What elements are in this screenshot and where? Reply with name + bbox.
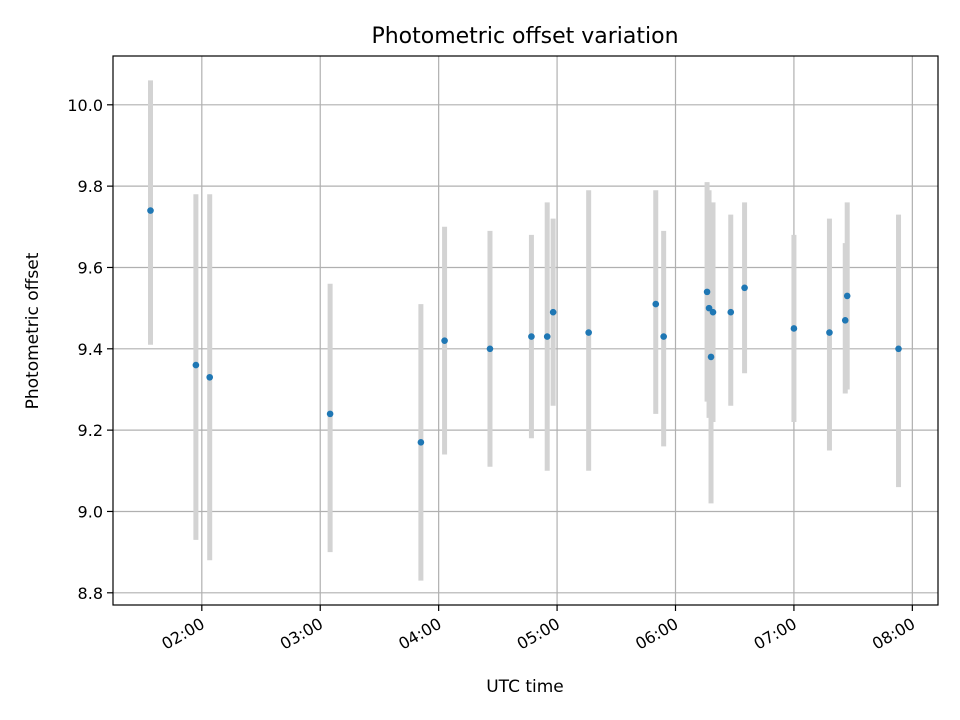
data-point [660, 333, 667, 340]
chart-title: Photometric offset variation [371, 24, 678, 49]
data-point [441, 337, 448, 344]
data-point [417, 439, 425, 446]
y-tick-label: 10.0 [67, 96, 103, 115]
y-tick-label: 9.2 [78, 421, 103, 440]
y-tick-label: 9.6 [78, 258, 103, 277]
y-tick-label: 8.8 [78, 584, 103, 603]
y-axis-ticks: 8.8 9.0 9.2 9.4 9.6 9.8 10.0 [67, 96, 113, 603]
data-point [549, 308, 557, 316]
x-axis-label: UTC time [486, 677, 564, 697]
data-points [147, 207, 902, 446]
data-point [652, 300, 660, 308]
data-point [709, 308, 717, 316]
data-point [895, 345, 902, 353]
data-point [843, 292, 851, 300]
data-point [147, 207, 154, 214]
data-point [705, 304, 713, 312]
data-point [727, 308, 735, 316]
y-tick-label: 9.8 [78, 177, 103, 196]
data-point [790, 325, 798, 332]
data-point [206, 373, 214, 381]
data-point [826, 329, 833, 336]
data-point [326, 410, 334, 418]
y-axis-label: Photometric offset [23, 252, 43, 409]
data-point [585, 329, 592, 336]
data-point [841, 317, 849, 324]
y-tick-label: 9.4 [78, 340, 103, 359]
y-tick-label: 9.0 [78, 502, 103, 521]
plot-frame [112, 55, 939, 606]
data-point [707, 353, 715, 361]
data-point [486, 345, 494, 353]
data-point [528, 333, 535, 340]
data-point [741, 284, 748, 292]
data-point [543, 333, 551, 340]
data-point [703, 288, 711, 296]
data-point [192, 361, 200, 369]
